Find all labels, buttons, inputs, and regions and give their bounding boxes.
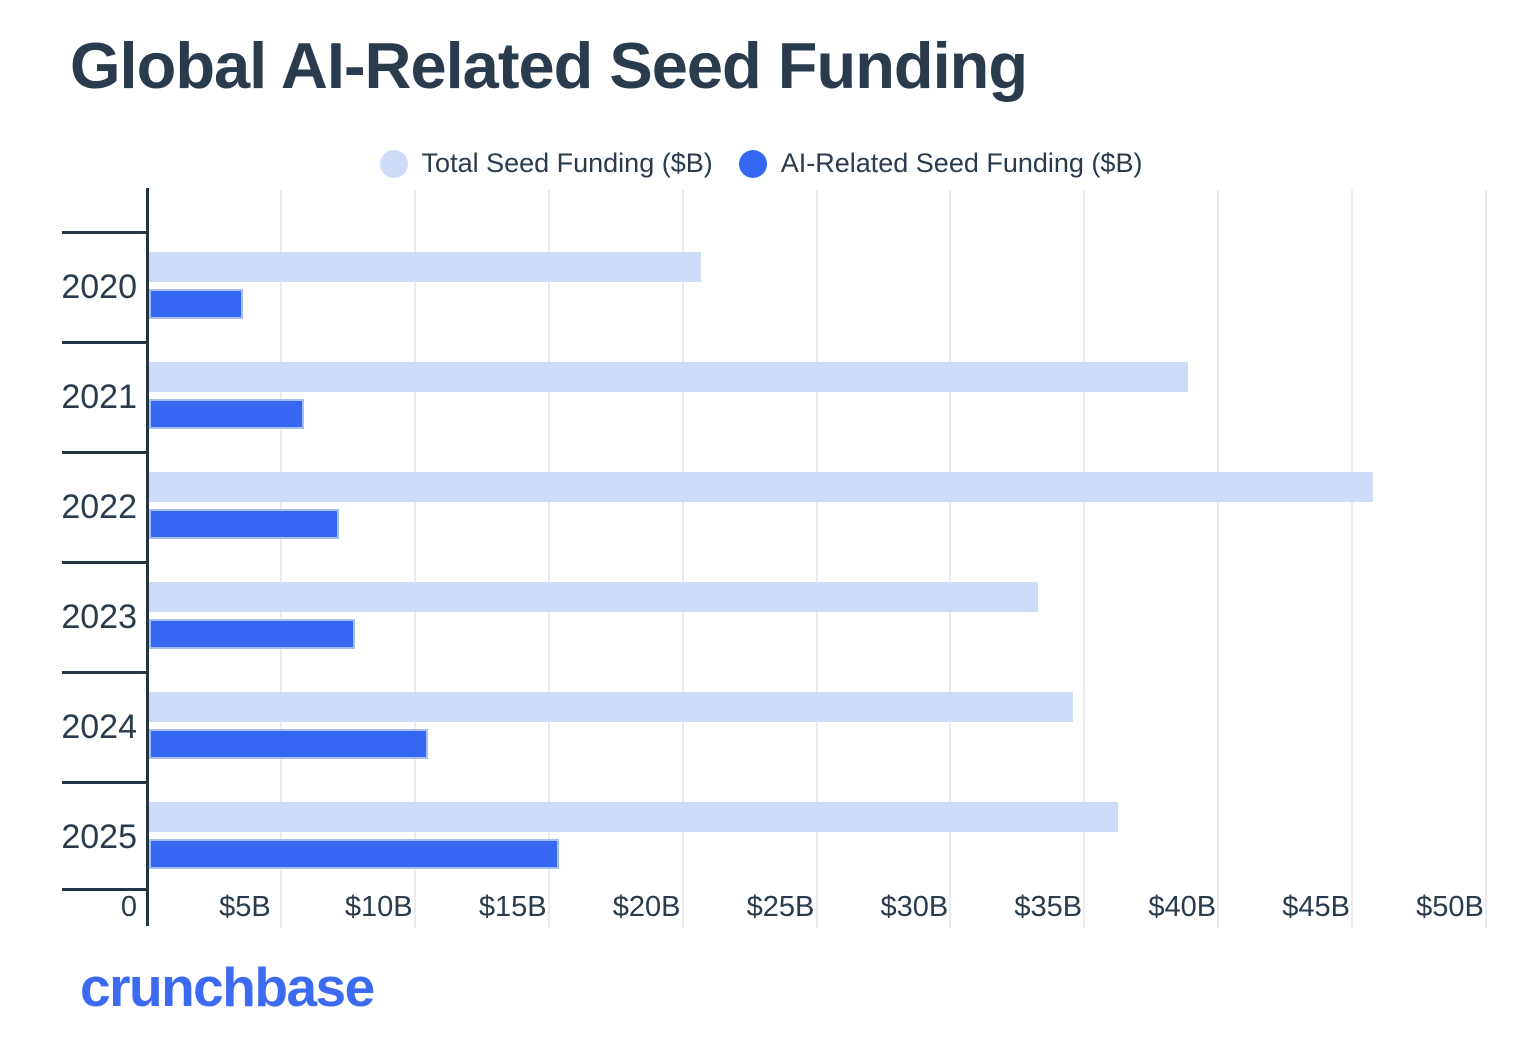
year-label-2023: 2023 — [61, 598, 137, 636]
gridline-$15B — [547, 190, 550, 928]
legend-item-total-seed-funding: Total Seed Funding ($B) — [379, 148, 713, 179]
legend-swatch-ai-icon — [738, 149, 767, 178]
year-label-2022: 2022 — [61, 488, 137, 526]
y-axis-tick-1 — [62, 341, 148, 344]
y-axis-tick-0 — [62, 231, 148, 234]
legend: Total Seed Funding ($B) AI-Related Seed … — [0, 148, 1522, 179]
x-tick-label-$20B: $20B — [612, 891, 681, 923]
crunchbase-logo: crunchbase — [80, 956, 375, 1018]
bar-total-2021 — [149, 362, 1189, 392]
x-tick-label-$5B: $5B — [219, 891, 271, 923]
gridline-$25B — [815, 190, 818, 928]
chart-title: Global AI-Related Seed Funding — [70, 29, 1028, 102]
bar-ai-2023 — [149, 619, 356, 649]
y-axis-tick-6 — [62, 888, 148, 891]
y-axis-line — [146, 188, 149, 926]
y-axis-tick-2 — [62, 451, 148, 454]
bar-ai-2021 — [149, 399, 305, 429]
gridline-$35B — [1083, 190, 1086, 928]
x-tick-label-$30B: $30B — [880, 891, 949, 923]
bar-total-2025 — [149, 802, 1119, 832]
gridline-$10B — [413, 190, 416, 928]
gridline-$5B — [279, 190, 282, 928]
legend-label-total: Total Seed Funding ($B) — [421, 148, 713, 178]
gridline-$40B — [1217, 190, 1220, 928]
x-tick-label-$25B: $25B — [746, 891, 815, 923]
x-tick-label-$45B: $45B — [1282, 891, 1350, 923]
gridline-$20B — [681, 190, 684, 928]
x-tick-label-$15B: $15B — [478, 891, 547, 923]
bar-ai-2022 — [149, 509, 340, 539]
gridline-$50B — [1485, 190, 1487, 928]
year-label-2025: 2025 — [61, 818, 137, 856]
y-axis-tick-4 — [62, 671, 148, 674]
legend-label-ai: AI-Related Seed Funding ($B) — [780, 148, 1143, 178]
bar-total-2020 — [149, 252, 701, 282]
y-axis-tick-5 — [62, 781, 148, 784]
x-tick-label-$10B: $10B — [344, 891, 413, 923]
x-tick-label-$40B: $40B — [1148, 891, 1217, 923]
year-label-2024: 2024 — [61, 708, 137, 746]
year-label-2021: 2021 — [61, 378, 137, 416]
bar-total-2023 — [149, 582, 1039, 612]
legend-swatch-total-icon — [379, 149, 408, 178]
gridline-$30B — [949, 190, 952, 928]
gridline-$45B — [1351, 190, 1354, 928]
bar-total-2024 — [149, 692, 1073, 722]
x-tick-label-0: 0 — [120, 891, 137, 923]
y-axis-tick-3 — [62, 561, 148, 564]
bar-ai-2025 — [149, 839, 559, 869]
legend-item-ai-seed-funding: AI-Related Seed Funding ($B) — [738, 148, 1143, 179]
year-label-2020: 2020 — [61, 268, 137, 306]
x-tick-label-$50B: $50B — [1416, 891, 1484, 923]
x-tick-label-$35B: $35B — [1014, 891, 1083, 923]
bar-ai-2024 — [149, 729, 428, 759]
bar-ai-2020 — [149, 289, 243, 319]
bar-total-2022 — [149, 472, 1373, 502]
